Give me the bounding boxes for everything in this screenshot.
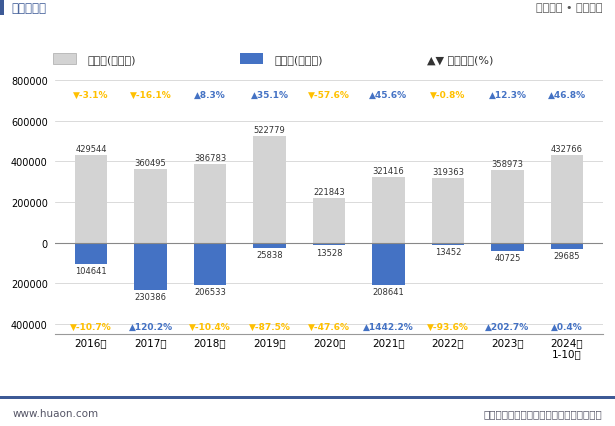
Bar bbox=[240, 54, 263, 65]
Bar bbox=[253, 137, 286, 243]
Bar bbox=[312, 243, 346, 246]
Text: 40725: 40725 bbox=[494, 253, 521, 262]
Text: ▼-16.1%: ▼-16.1% bbox=[130, 90, 172, 99]
Bar bbox=[134, 170, 167, 243]
Text: ▲202.7%: ▲202.7% bbox=[485, 322, 530, 331]
Text: ▲12.3%: ▲12.3% bbox=[488, 90, 526, 99]
Text: 2016-2024年10月拉萨市(境内目的地/货源地)进、出口额: 2016-2024年10月拉萨市(境内目的地/货源地)进、出口额 bbox=[159, 23, 456, 38]
Text: 13528: 13528 bbox=[315, 248, 343, 257]
Text: ▼-0.8%: ▼-0.8% bbox=[430, 90, 466, 99]
Text: 25838: 25838 bbox=[256, 250, 283, 259]
Text: ▼-10.7%: ▼-10.7% bbox=[70, 322, 112, 331]
Text: ▼-87.5%: ▼-87.5% bbox=[248, 322, 290, 331]
Text: ▼-57.6%: ▼-57.6% bbox=[308, 90, 350, 99]
Text: ▲46.8%: ▲46.8% bbox=[548, 90, 586, 99]
Text: 221843: 221843 bbox=[313, 187, 345, 196]
Text: 321416: 321416 bbox=[373, 167, 405, 176]
Text: ▲0.4%: ▲0.4% bbox=[551, 322, 583, 331]
Text: 386783: 386783 bbox=[194, 154, 226, 163]
Text: 专业严谨 • 客观科学: 专业严谨 • 客观科学 bbox=[536, 3, 603, 13]
Bar bbox=[372, 243, 405, 285]
Text: ▲1442.2%: ▲1442.2% bbox=[363, 322, 414, 331]
Bar bbox=[134, 243, 167, 290]
Bar bbox=[432, 178, 464, 243]
Bar bbox=[0, 0, 4, 16]
Bar bbox=[74, 156, 108, 243]
Text: 360495: 360495 bbox=[135, 159, 167, 168]
Text: 104641: 104641 bbox=[75, 266, 107, 275]
Bar bbox=[491, 170, 524, 243]
Text: ▲35.1%: ▲35.1% bbox=[250, 90, 288, 99]
Text: 319363: 319363 bbox=[432, 167, 464, 176]
Text: ▼-93.6%: ▼-93.6% bbox=[427, 322, 469, 331]
Bar bbox=[312, 198, 346, 243]
Bar bbox=[194, 165, 226, 243]
Text: ▲8.3%: ▲8.3% bbox=[194, 90, 226, 99]
Bar bbox=[372, 178, 405, 243]
Text: ▼-47.6%: ▼-47.6% bbox=[308, 322, 350, 331]
Text: 230386: 230386 bbox=[135, 292, 167, 301]
Text: ▲45.6%: ▲45.6% bbox=[370, 90, 408, 99]
Bar bbox=[54, 54, 76, 65]
Bar bbox=[194, 243, 226, 285]
Text: 429544: 429544 bbox=[75, 145, 107, 154]
Bar bbox=[491, 243, 524, 251]
Text: 出口额(千美元): 出口额(千美元) bbox=[87, 55, 136, 64]
Text: ▼-10.4%: ▼-10.4% bbox=[189, 322, 231, 331]
Bar bbox=[432, 243, 464, 246]
Text: www.huaon.com: www.huaon.com bbox=[12, 409, 98, 418]
Bar bbox=[550, 155, 584, 243]
Text: 358973: 358973 bbox=[491, 159, 523, 168]
Bar bbox=[74, 243, 108, 265]
Text: 13452: 13452 bbox=[435, 248, 461, 257]
Bar bbox=[550, 243, 584, 249]
Text: 432766: 432766 bbox=[551, 144, 583, 153]
Bar bbox=[0, 396, 615, 399]
Text: 29685: 29685 bbox=[554, 251, 581, 260]
Text: ▲120.2%: ▲120.2% bbox=[129, 322, 173, 331]
Bar bbox=[253, 243, 286, 248]
Text: 华经情报网: 华经情报网 bbox=[11, 2, 46, 14]
Text: 522779: 522779 bbox=[253, 126, 285, 135]
Text: ▼-3.1%: ▼-3.1% bbox=[73, 90, 109, 99]
Text: 208641: 208641 bbox=[373, 288, 405, 296]
Text: 进口额(千美元): 进口额(千美元) bbox=[274, 55, 322, 64]
Text: 数据来源：中国海关，华经产业研究院整理: 数据来源：中国海关，华经产业研究院整理 bbox=[484, 409, 603, 418]
Text: 206533: 206533 bbox=[194, 287, 226, 296]
Text: ▲▼ 同比增长(%): ▲▼ 同比增长(%) bbox=[427, 55, 493, 64]
